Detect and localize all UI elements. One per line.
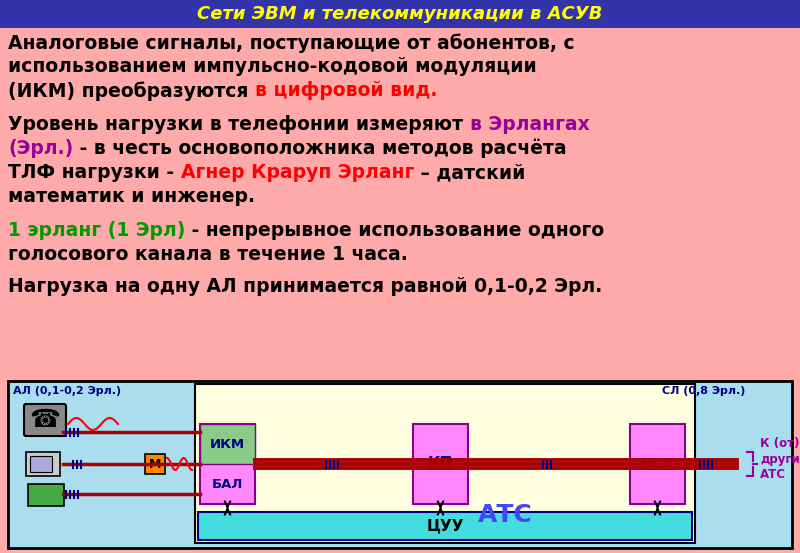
Text: 1 эрланг (1 Эрл): 1 эрланг (1 Эрл): [8, 221, 186, 240]
Text: ЦУУ: ЦУУ: [426, 519, 464, 534]
Text: Уровень нагрузки в телефонии измеряют: Уровень нагрузки в телефонии измеряют: [8, 115, 470, 134]
Text: в цифровой вид.: в цифровой вид.: [255, 81, 438, 100]
Text: СЛ (0,8 Эрл.): СЛ (0,8 Эрл.): [662, 386, 746, 396]
Text: (Эрл.): (Эрл.): [8, 139, 74, 158]
Bar: [26, 452, 60, 476]
Text: ☎: ☎: [30, 408, 61, 432]
Text: К (от)
другим
АТС: К (от) другим АТС: [760, 437, 800, 481]
Bar: [630, 424, 685, 504]
Text: АТС: АТС: [478, 503, 532, 527]
Bar: [0, 0, 800, 28]
Bar: [195, 384, 695, 543]
Text: (ИКМ) преобразуются: (ИКМ) преобразуются: [8, 81, 255, 101]
Bar: [413, 424, 468, 504]
Bar: [28, 484, 64, 506]
Bar: [30, 456, 52, 472]
Text: – датский: – датский: [414, 163, 526, 182]
Text: БАЛ: БАЛ: [212, 477, 243, 491]
Text: М: М: [149, 457, 161, 471]
Bar: [145, 454, 165, 474]
Text: математик и инженер.: математик и инженер.: [8, 187, 255, 206]
Text: использованием импульсно-кодовой модуляции: использованием импульсно-кодовой модуляц…: [8, 57, 537, 76]
Text: Нагрузка на одну АЛ принимается равной 0,1-0,2 Эрл.: Нагрузка на одну АЛ принимается равной 0…: [8, 277, 602, 296]
Text: Агнер Краруп Эрланг: Агнер Краруп Эрланг: [181, 163, 414, 182]
Text: - в честь основоположника методов расчёта: - в честь основоположника методов расчёт…: [74, 139, 567, 159]
Bar: [198, 512, 692, 540]
Text: Аналоговые сигналы, поступающие от абонентов, с: Аналоговые сигналы, поступающие от абоне…: [8, 33, 574, 53]
Text: в Эрлангах: в Эрлангах: [470, 115, 590, 134]
FancyBboxPatch shape: [24, 404, 66, 436]
Text: АЛ (0,1-0,2 Эрл.): АЛ (0,1-0,2 Эрл.): [13, 386, 121, 396]
Text: - непрерывное использование одного: - непрерывное использование одного: [186, 221, 605, 240]
Text: Сети ЭВМ и телекоммуникации в АСУВ: Сети ЭВМ и телекоммуникации в АСУВ: [198, 5, 602, 23]
Text: БСЛ: БСЛ: [642, 457, 674, 471]
Text: ТЛФ нагрузки -: ТЛФ нагрузки -: [8, 163, 181, 182]
Bar: [200, 424, 255, 464]
Text: ИКМ: ИКМ: [210, 437, 245, 451]
Bar: [8, 381, 792, 548]
Text: голосового канала в течение 1 часа.: голосового канала в течение 1 часа.: [8, 245, 408, 264]
Text: КП: КП: [428, 456, 453, 472]
Bar: [200, 424, 255, 504]
